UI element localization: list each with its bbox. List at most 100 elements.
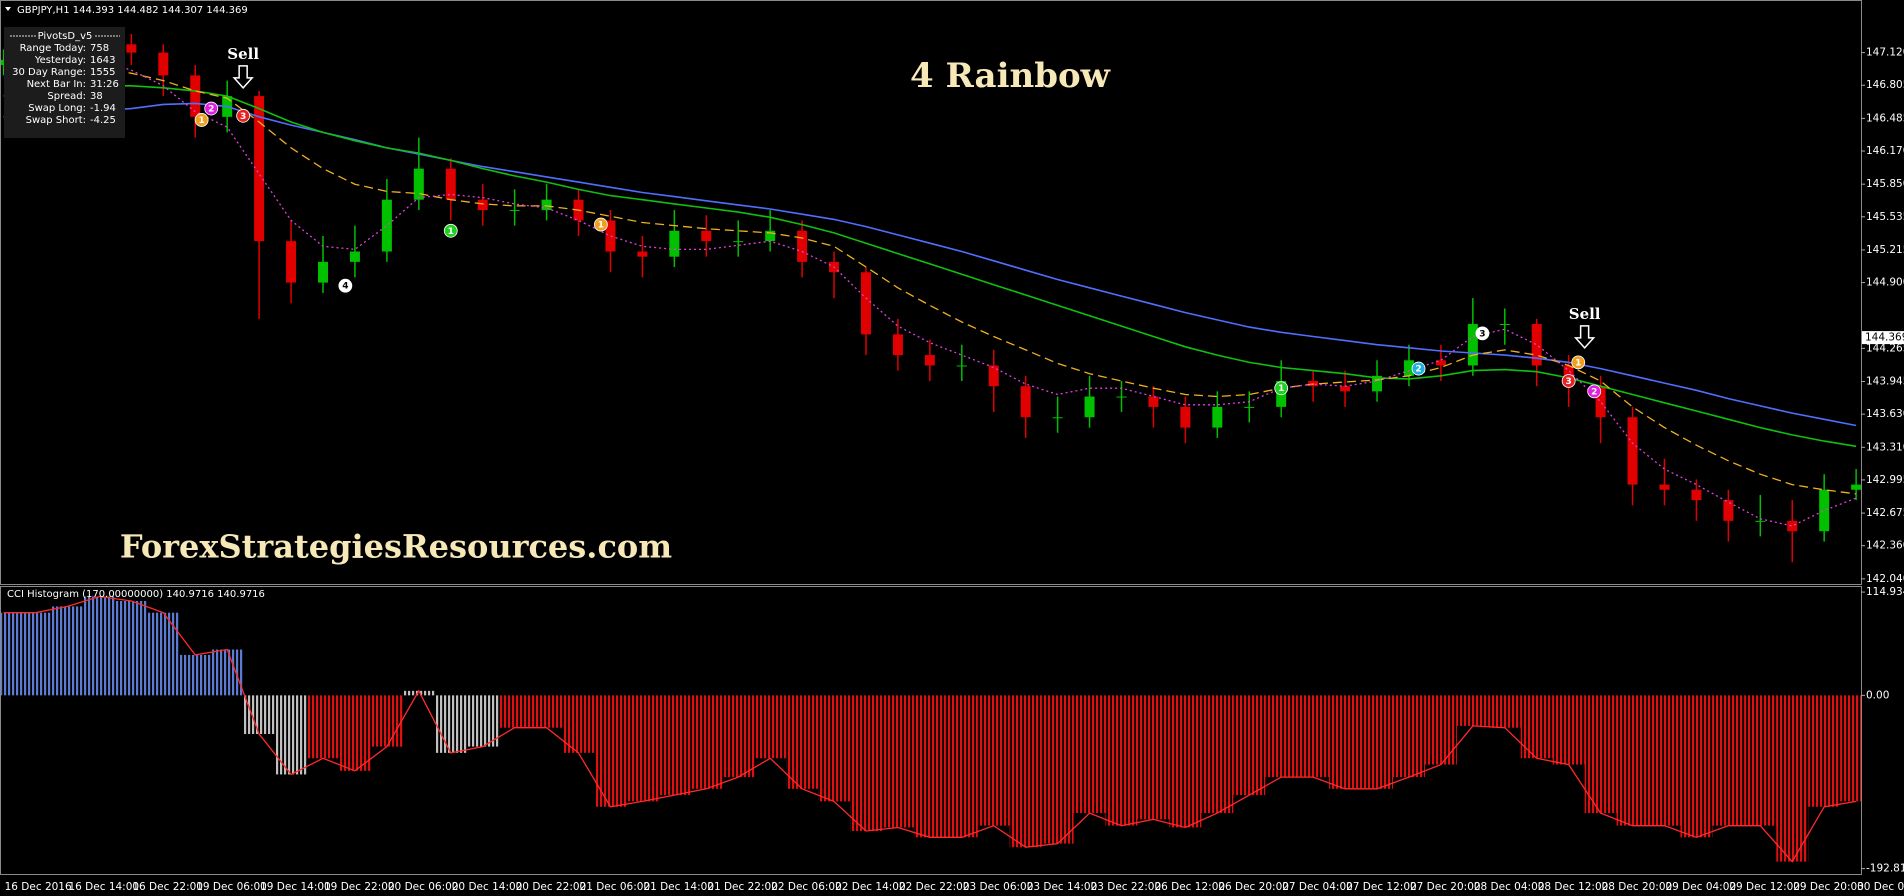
- candle-body: [1467, 324, 1478, 366]
- candle-body: [892, 334, 903, 356]
- x-tick-label: 20 Dec 22:00: [516, 881, 587, 893]
- signal-marker: [443, 223, 458, 238]
- signal-marker-label: 1: [448, 227, 454, 237]
- symbol-menu-icon[interactable]: [5, 7, 11, 11]
- sell-label: Sell: [227, 45, 259, 63]
- cci-bar: [1265, 695, 1298, 778]
- x-tick-label: 20 Dec 06:00: [388, 881, 459, 893]
- candle-body: [1723, 500, 1734, 521]
- candle-body: [126, 44, 137, 53]
- info-value: -1.94: [90, 103, 116, 114]
- candle-body: [1020, 386, 1031, 418]
- cci-bar: [1041, 695, 1074, 844]
- signal-marker-label: 4: [342, 282, 348, 292]
- candle-body: [1627, 417, 1638, 485]
- cci-bar: [594, 695, 627, 807]
- cci-bar: [977, 695, 1010, 826]
- candle-body: [1403, 360, 1414, 376]
- y-tick-label: 143.945: [1866, 376, 1904, 388]
- cci-bar: [1616, 695, 1649, 826]
- x-tick-label: 27 Dec 04:00: [1282, 881, 1353, 893]
- cci-bar: [530, 695, 563, 728]
- candle-body: [1787, 520, 1798, 532]
- cci-bar: [1009, 695, 1042, 848]
- y-tick-label: 114.9347: [1866, 586, 1904, 598]
- x-tick-label: 22 Dec 14:00: [835, 881, 906, 893]
- info-label: 30 Day Range:: [12, 67, 86, 78]
- signal-marker-label: 3: [1479, 329, 1485, 339]
- price-panel-frame: [0, 0, 1862, 585]
- candle-body: [1148, 396, 1159, 407]
- x-tick-label: 16 Dec 22:00: [132, 881, 203, 893]
- info-label: Spread:: [47, 91, 86, 102]
- cci-bar: [115, 601, 148, 696]
- cci-bar: [1808, 695, 1841, 807]
- candle-body: [541, 199, 552, 211]
- candle-body: [605, 220, 616, 252]
- x-tick-label: 23 Dec 06:00: [963, 881, 1034, 893]
- candle-body: [509, 210, 520, 212]
- signal-marker-label: 1: [1278, 384, 1284, 394]
- cci-panel-frame: [0, 586, 1862, 875]
- cci-bar: [1520, 695, 1553, 759]
- signal-marker-label: 1: [598, 221, 604, 231]
- info-label: Next Bar In:: [27, 79, 86, 90]
- y-tick-label: 146.805: [1866, 79, 1904, 91]
- chart-title: 4 Rainbow: [910, 56, 1111, 96]
- candle-body: [701, 230, 712, 242]
- cci-bar: [1488, 695, 1521, 728]
- cci-bar: [1648, 695, 1681, 826]
- cci-bar: [338, 695, 371, 771]
- cci-bar: [1712, 695, 1745, 826]
- signal-marker: [1274, 381, 1289, 396]
- info-value: 31:26: [90, 79, 119, 90]
- candle-body: [860, 272, 871, 335]
- signal-marker-label: 3: [240, 112, 246, 122]
- moving-average-line: [3, 54, 1857, 527]
- signal-marker: [194, 113, 209, 127]
- candle-body: [286, 241, 297, 283]
- watermark: ForexStrategiesResources.com: [120, 528, 672, 566]
- cci-bar: [1201, 695, 1234, 814]
- y-tick-label: 142.995: [1866, 474, 1904, 486]
- y-tick-label: 145.215: [1866, 244, 1904, 256]
- cci-bar: [1329, 695, 1362, 789]
- info-label: Swap Long:: [28, 103, 86, 114]
- cci-bar: [1361, 695, 1393, 789]
- cci-bar: [1297, 695, 1330, 778]
- candle-body: [1244, 406, 1255, 408]
- signal-marker: [1571, 355, 1586, 370]
- cci-bar: [434, 695, 467, 753]
- candle-body: [1052, 417, 1063, 419]
- cci-bar: [786, 695, 819, 789]
- x-tick-label: 23 Dec 14:00: [1027, 881, 1098, 893]
- cci-bar: [83, 596, 116, 696]
- info-panel: [4, 27, 125, 138]
- x-tick-label: 29 Dec 12:00: [1729, 881, 1800, 893]
- y-tick-label: 147.120: [1866, 47, 1904, 59]
- y-tick-label: 0.00: [1866, 689, 1889, 701]
- x-tick-label: 29 Dec 20:00: [1793, 881, 1864, 893]
- candle-body: [1340, 386, 1351, 392]
- candle-body: [381, 199, 392, 252]
- cci-title: CCI Histogram (170.00000000) 140.9716 14…: [7, 589, 265, 600]
- candle-body: [1372, 375, 1383, 392]
- candle-body: [1435, 360, 1446, 366]
- cci-bar: [1776, 695, 1809, 862]
- candle-body: [1755, 520, 1766, 522]
- candle-body: [797, 230, 808, 262]
- cci-bar: [945, 695, 978, 838]
- cci-bar: [243, 695, 276, 734]
- cci-bar: [562, 695, 595, 753]
- sell-label: Sell: [1569, 305, 1601, 323]
- info-value: -4.25: [90, 115, 116, 126]
- info-value: 758: [90, 43, 109, 54]
- cci-bar: [690, 695, 723, 789]
- moving-average-line: [3, 102, 1857, 427]
- cci-bar: [1073, 695, 1106, 814]
- x-tick-label: 22 Dec 06:00: [771, 881, 842, 893]
- current-price-box: [1862, 331, 1904, 345]
- candle-body: [318, 261, 328, 283]
- candle-body: [413, 168, 424, 200]
- cci-bar: [818, 695, 851, 802]
